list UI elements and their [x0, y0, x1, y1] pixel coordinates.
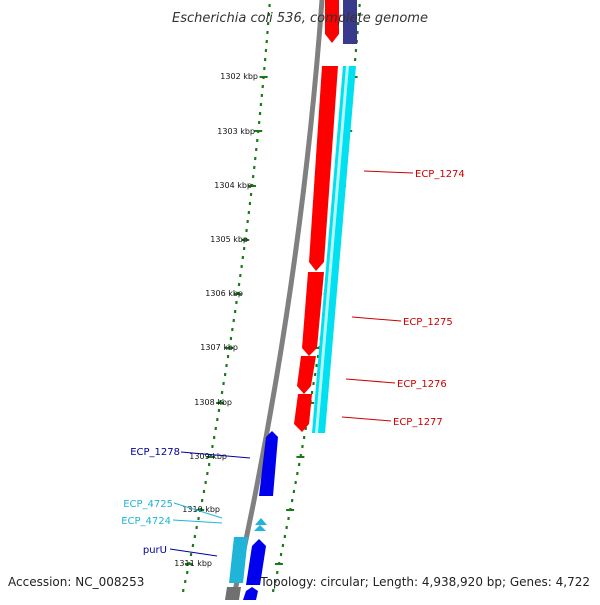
scale-tick-label: 1307 kbp [200, 343, 238, 352]
scale-tick-label: 1302 kbp [220, 72, 258, 81]
gene-label-ECP_1278[interactable]: ECP_1278 [130, 447, 180, 458]
scale-tick-labels: 1302 kbp 1303 kbp 1304 kbp 1305 kbp 1306… [174, 72, 258, 568]
scale-tick-label: 1310 kbp [182, 505, 220, 514]
gene-label-ECP_4724[interactable]: ECP_4724 [121, 516, 171, 527]
scale-tick-label: 1305 kbp [210, 235, 248, 244]
gene-label-ECP_1277[interactable]: ECP_1277 [393, 417, 443, 428]
gene-label-ECP_1275[interactable]: ECP_1275 [403, 317, 453, 328]
scale-tick-label: 1308 kbp [194, 398, 232, 407]
genome-summary-text: Topology: circular; Length: 4,938,920 bp… [259, 575, 590, 589]
gene-arrow-bottom-blue[interactable] [243, 587, 258, 600]
gene-labels: ECP_1274 ECP_1275 ECP_1276 ECP_1277 ECP_… [121, 169, 465, 556]
gene-arrow-ECP_1277[interactable] [294, 394, 312, 432]
gene-arrow-bottom-gray[interactable] [225, 587, 241, 600]
scale-tick-label: 1306 kbp [205, 289, 243, 298]
gene-arrow-ECP_4724[interactable] [254, 525, 266, 531]
scale-tick-label: 1304 kbp [214, 181, 252, 190]
accession-text: Accession: NC_008253 [8, 575, 144, 589]
gene-label-ECP_1274[interactable]: ECP_1274 [415, 169, 465, 180]
scale-tick-label: 1303 kbp [217, 127, 255, 136]
gene-arrow-purU[interactable] [229, 537, 248, 583]
map-title: Escherichia coli 536, complete genome [172, 11, 428, 26]
scale-tick-label: 1311 kbp [174, 559, 212, 568]
gene-label-ECP_4725[interactable]: ECP_4725 [123, 499, 173, 510]
gene-label-purU[interactable]: purU [143, 545, 167, 556]
gene-label-ECP_1276[interactable]: ECP_1276 [397, 379, 447, 390]
gene-arrow-ECP_4725[interactable] [255, 518, 267, 525]
gene-arrow-ECP_1276[interactable] [297, 356, 316, 394]
gene-label-leaders [170, 171, 413, 556]
